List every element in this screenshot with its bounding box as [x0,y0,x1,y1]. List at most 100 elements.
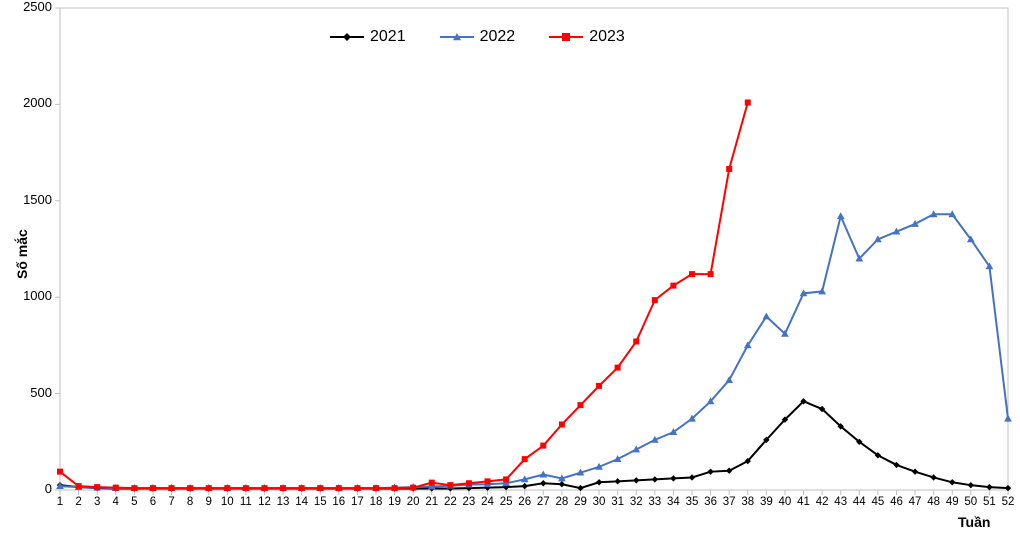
x-tick-label: 25 [497,496,516,508]
x-tick-label: 21 [422,496,441,508]
legend-swatch [330,30,364,44]
x-tick-label: 41 [794,496,813,508]
marker-2023 [299,486,304,491]
x-tick-label: 10 [218,496,237,508]
x-tick-label: 38 [738,496,757,508]
x-tick-label: 37 [720,496,739,508]
legend: 2021 2022 2023 [330,28,625,46]
marker-2023 [559,422,564,427]
marker-2023 [690,272,695,277]
y-tick-label: 0 [45,481,52,496]
x-tick-label: 50 [962,496,981,508]
x-tick-label: 22 [441,496,460,508]
x-tick-label: 43 [831,496,850,508]
marker-2023 [652,298,657,303]
legend-label: 2022 [480,28,516,46]
x-tick-label: 16 [330,496,349,508]
x-tick-label: 20 [404,496,423,508]
marker-2023 [374,486,379,491]
marker-2023 [727,166,732,171]
marker-2023 [318,486,323,491]
x-tick-label: 35 [683,496,702,508]
marker-2023 [578,403,583,408]
marker-2023 [281,486,286,491]
x-tick-label: 6 [144,496,163,508]
x-tick-label: 36 [701,496,720,508]
marker-2023 [150,486,155,491]
x-tick-label: 31 [608,496,627,508]
y-tick-label: 1500 [23,192,52,207]
marker-2023 [745,100,750,105]
y-tick-label: 1000 [23,288,52,303]
marker-2023 [429,480,434,485]
x-tick-label: 33 [646,496,665,508]
marker-2023 [355,486,360,491]
x-tick-label: 47 [906,496,925,508]
x-tick-label: 42 [813,496,832,508]
y-tick-label: 2500 [23,0,52,14]
x-tick-label: 32 [627,496,646,508]
line-chart [0,0,1020,538]
marker-2023 [336,486,341,491]
marker-2023 [392,486,397,491]
x-tick-label: 48 [924,496,943,508]
marker-2023 [76,484,81,489]
marker-2023 [169,486,174,491]
x-tick-label: 30 [590,496,609,508]
x-tick-label: 23 [460,496,479,508]
x-tick-label: 12 [255,496,274,508]
x-tick-label: 13 [274,496,293,508]
x-tick-label: 14 [292,496,311,508]
marker-2023 [522,457,527,462]
x-tick-label: 52 [999,496,1018,508]
x-axis-label: Tuần [958,514,990,530]
marker-2023 [262,486,267,491]
x-tick-label: 19 [385,496,404,508]
marker-2023 [615,365,620,370]
marker-2023 [206,486,211,491]
legend-label: 2021 [370,28,406,46]
x-tick-label: 26 [515,496,534,508]
marker-2023 [58,469,63,474]
y-tick-label: 2000 [23,95,52,110]
x-tick-label: 51 [980,496,999,508]
x-tick-label: 1 [51,496,70,508]
marker-2023 [504,477,509,482]
x-tick-label: 39 [757,496,776,508]
y-axis-label: Số mắc [14,229,30,279]
marker-2023 [95,485,100,490]
x-tick-label: 8 [181,496,200,508]
legend-item-2023: 2023 [549,28,625,46]
x-tick-label: 3 [88,496,107,508]
x-tick-label: 11 [237,496,256,508]
legend-label: 2023 [589,28,625,46]
legend-swatch [549,30,583,44]
marker-2023 [113,485,118,490]
x-tick-label: 46 [887,496,906,508]
marker-2023 [411,485,416,490]
x-tick-label: 2 [69,496,88,508]
x-tick-label: 49 [943,496,962,508]
x-tick-label: 34 [664,496,683,508]
x-tick-label: 15 [311,496,330,508]
marker-2023 [541,443,546,448]
x-tick-label: 17 [348,496,367,508]
marker-2023 [708,272,713,277]
x-tick-label: 28 [553,496,572,508]
marker-2023 [132,486,137,491]
marker-2023 [485,479,490,484]
marker-2023 [466,481,471,486]
x-tick-label: 9 [199,496,218,508]
legend-item-2021: 2021 [330,28,406,46]
x-tick-label: 5 [125,496,144,508]
x-tick-label: 45 [869,496,888,508]
marker-2023 [634,339,639,344]
x-tick-label: 7 [162,496,181,508]
x-tick-label: 18 [367,496,386,508]
marker-2023 [243,486,248,491]
x-tick-label: 27 [534,496,553,508]
y-tick-label: 500 [30,385,52,400]
marker-2023 [597,383,602,388]
marker-2023 [448,483,453,488]
x-tick-label: 4 [106,496,125,508]
